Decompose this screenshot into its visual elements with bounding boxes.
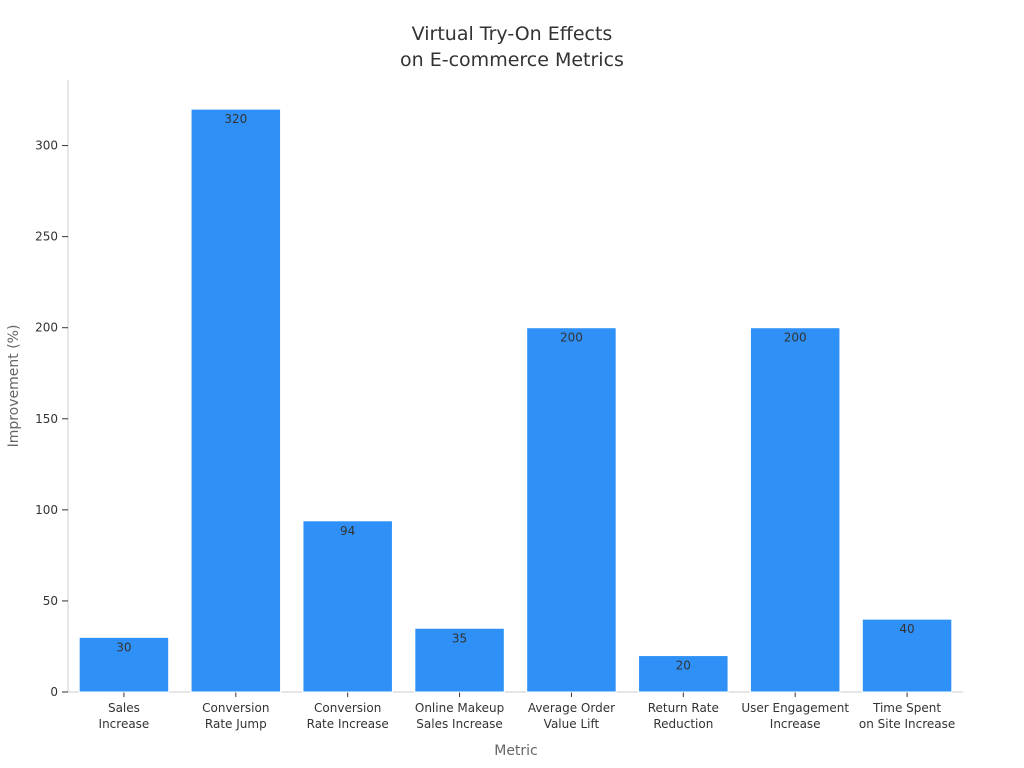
- x-tick-label: User Engagement: [741, 701, 849, 715]
- chart-title-line-2: on E-commerce Metrics: [400, 49, 624, 71]
- bar: [526, 327, 617, 693]
- bar: [78, 636, 170, 693]
- x-tick-label: Sales Increase: [416, 717, 503, 731]
- x-tick-label: Return Rate: [648, 701, 719, 715]
- bar: [302, 520, 393, 693]
- x-tick-label: Reduction: [653, 717, 713, 731]
- x-tick-label: Time Spent: [872, 701, 941, 715]
- bars: [78, 108, 953, 693]
- bar-value-label: 35: [452, 631, 467, 645]
- bar: [749, 327, 841, 693]
- x-axis-title: Metric: [494, 743, 538, 759]
- x-tick-label: Average Order: [528, 701, 615, 715]
- bar-value-label: 320: [224, 112, 247, 126]
- y-tick-label: 0: [50, 685, 58, 699]
- chart-title: Virtual Try-On Effects on E-commerce Met…: [400, 23, 624, 71]
- chart-title-line-1: Virtual Try-On Effects: [412, 23, 613, 45]
- bar-value-label: 20: [676, 659, 691, 673]
- y-axis-title: Improvement (%): [6, 325, 22, 448]
- x-tick-label: Sales: [108, 701, 140, 715]
- bar-value-label: 40: [899, 622, 914, 636]
- y-tick-label: 50: [43, 594, 58, 608]
- bar-value-label: 200: [560, 331, 583, 345]
- x-tick-label: Value Lift: [544, 717, 600, 731]
- y-tick-label: 150: [35, 412, 58, 426]
- bar-value-label: 200: [784, 331, 807, 345]
- x-tick-label: Rate Increase: [307, 717, 389, 731]
- data-labels: 30 320 94 35 200 20 200 40: [116, 112, 914, 672]
- bar: [638, 655, 729, 693]
- y-tick-label: 300: [35, 139, 58, 153]
- y-tick-label: 250: [35, 230, 58, 244]
- bar-value-label: 30: [116, 640, 131, 654]
- x-tick-label: on Site Increase: [859, 717, 955, 731]
- y-axis: 0 50 100 150 200 250 300: [35, 80, 69, 699]
- x-tick-label: Rate Jump: [205, 717, 267, 731]
- bar: [414, 627, 505, 693]
- x-tick-label: Online Makeup: [415, 701, 504, 715]
- bar-value-label: 94: [340, 524, 355, 538]
- bar: [861, 618, 953, 693]
- x-tick-label: Increase: [99, 717, 150, 731]
- x-tick-label: Increase: [770, 717, 821, 731]
- x-tick-label: Conversion: [202, 701, 269, 715]
- x-tick-label: Conversion: [314, 701, 381, 715]
- y-tick-label: 200: [35, 321, 58, 335]
- x-axis: Sales Increase Conversion Rate Jump Conversi…: [68, 691, 963, 731]
- bar: [190, 108, 282, 693]
- y-tick-label: 100: [35, 503, 58, 517]
